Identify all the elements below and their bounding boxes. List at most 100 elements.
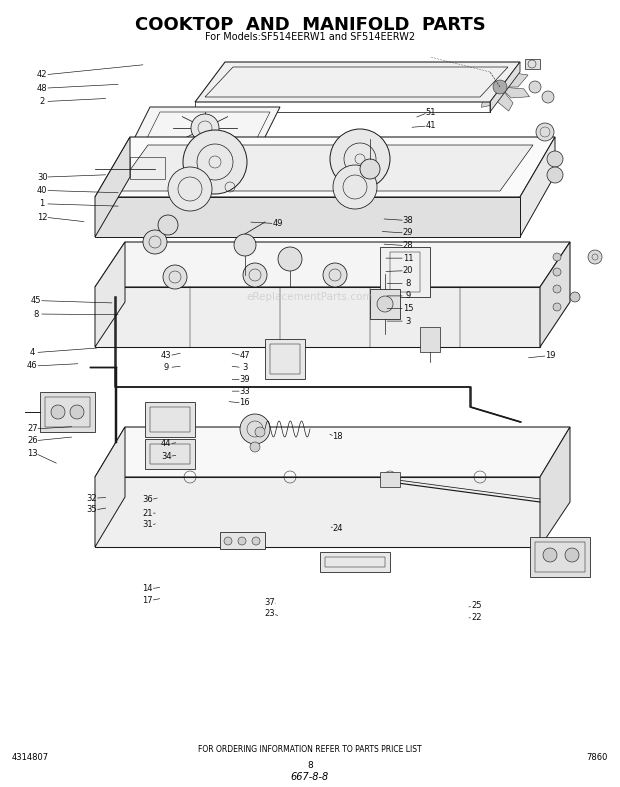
- Polygon shape: [481, 87, 500, 107]
- Circle shape: [168, 167, 212, 211]
- Text: 31: 31: [142, 520, 153, 530]
- Circle shape: [252, 537, 260, 545]
- Circle shape: [238, 537, 246, 545]
- Text: FOR ORDERING INFORMATION REFER TO PARTS PRICE LIST: FOR ORDERING INFORMATION REFER TO PARTS …: [198, 745, 422, 753]
- Text: 29: 29: [403, 228, 413, 238]
- Polygon shape: [320, 552, 390, 572]
- Circle shape: [547, 167, 563, 183]
- Text: 4314807: 4314807: [12, 752, 49, 762]
- Circle shape: [529, 81, 541, 93]
- Polygon shape: [540, 242, 570, 347]
- Polygon shape: [95, 137, 555, 197]
- Polygon shape: [130, 107, 280, 147]
- Text: 19: 19: [546, 351, 556, 360]
- Circle shape: [330, 129, 390, 189]
- Text: 8: 8: [405, 279, 410, 288]
- Text: 24: 24: [333, 524, 343, 534]
- Polygon shape: [530, 537, 590, 577]
- Polygon shape: [145, 439, 195, 469]
- Polygon shape: [468, 81, 500, 94]
- Circle shape: [183, 130, 247, 194]
- Text: 15: 15: [403, 304, 413, 313]
- Text: 32: 32: [86, 493, 97, 503]
- Text: 20: 20: [403, 266, 413, 275]
- Text: 27: 27: [27, 424, 38, 434]
- Text: 33: 33: [239, 386, 250, 396]
- Text: 3: 3: [405, 316, 410, 326]
- Circle shape: [243, 263, 267, 287]
- Circle shape: [333, 165, 377, 209]
- Circle shape: [158, 215, 178, 235]
- Text: 9: 9: [164, 363, 169, 372]
- Text: 9: 9: [405, 291, 410, 301]
- Circle shape: [547, 151, 563, 167]
- Text: 36: 36: [142, 495, 153, 504]
- Text: 46: 46: [27, 361, 38, 371]
- Text: 17: 17: [142, 596, 153, 605]
- Text: 35: 35: [86, 505, 97, 515]
- Text: 49: 49: [273, 219, 283, 228]
- Polygon shape: [520, 137, 555, 237]
- Polygon shape: [95, 427, 125, 547]
- Text: 13: 13: [27, 449, 38, 458]
- Text: For Models:SF514EERW1 and SF514EERW2: For Models:SF514EERW1 and SF514EERW2: [205, 32, 415, 42]
- Circle shape: [191, 114, 219, 142]
- Polygon shape: [95, 137, 130, 237]
- Text: COOKTOP  AND  MANIFOLD  PARTS: COOKTOP AND MANIFOLD PARTS: [135, 16, 485, 34]
- Text: 2: 2: [40, 97, 45, 106]
- Circle shape: [553, 285, 561, 293]
- Text: 51: 51: [426, 108, 436, 117]
- Polygon shape: [490, 62, 520, 112]
- Text: 8: 8: [307, 760, 313, 770]
- Text: 48: 48: [37, 83, 48, 93]
- Text: 45: 45: [31, 296, 41, 305]
- Polygon shape: [40, 392, 95, 432]
- Circle shape: [570, 292, 580, 302]
- Circle shape: [553, 253, 561, 261]
- Circle shape: [234, 234, 256, 256]
- Text: 23: 23: [264, 609, 275, 619]
- Circle shape: [360, 159, 380, 179]
- Text: 21: 21: [143, 508, 153, 518]
- Circle shape: [536, 123, 554, 141]
- Text: 47: 47: [239, 351, 250, 360]
- Circle shape: [51, 405, 65, 419]
- Polygon shape: [265, 339, 305, 379]
- Polygon shape: [115, 145, 533, 191]
- Polygon shape: [525, 59, 540, 69]
- Circle shape: [565, 548, 579, 562]
- Text: 37: 37: [264, 597, 275, 607]
- Circle shape: [255, 427, 265, 437]
- Text: 34: 34: [161, 452, 172, 461]
- Polygon shape: [496, 87, 513, 111]
- Text: 11: 11: [403, 253, 413, 263]
- Text: 40: 40: [37, 186, 47, 195]
- Polygon shape: [500, 73, 528, 87]
- Text: 7860: 7860: [587, 752, 608, 762]
- Polygon shape: [220, 532, 265, 549]
- Circle shape: [553, 268, 561, 276]
- Circle shape: [553, 303, 561, 311]
- Text: 30: 30: [37, 172, 48, 182]
- Text: eReplacementParts.com: eReplacementParts.com: [247, 292, 373, 302]
- Circle shape: [250, 442, 260, 452]
- Polygon shape: [145, 402, 195, 437]
- Text: 16: 16: [239, 398, 250, 408]
- Text: 43: 43: [161, 351, 172, 360]
- Circle shape: [543, 548, 557, 562]
- Polygon shape: [497, 62, 511, 87]
- Text: 28: 28: [402, 241, 414, 250]
- Text: 38: 38: [402, 216, 414, 225]
- Circle shape: [278, 247, 302, 271]
- Polygon shape: [95, 477, 540, 547]
- Circle shape: [163, 265, 187, 289]
- Polygon shape: [195, 62, 520, 102]
- Polygon shape: [479, 68, 500, 87]
- Text: 12: 12: [37, 212, 47, 222]
- Polygon shape: [95, 242, 570, 287]
- Circle shape: [588, 250, 602, 264]
- Polygon shape: [420, 327, 440, 352]
- Circle shape: [224, 537, 232, 545]
- Polygon shape: [370, 289, 400, 319]
- Text: 44: 44: [161, 439, 171, 449]
